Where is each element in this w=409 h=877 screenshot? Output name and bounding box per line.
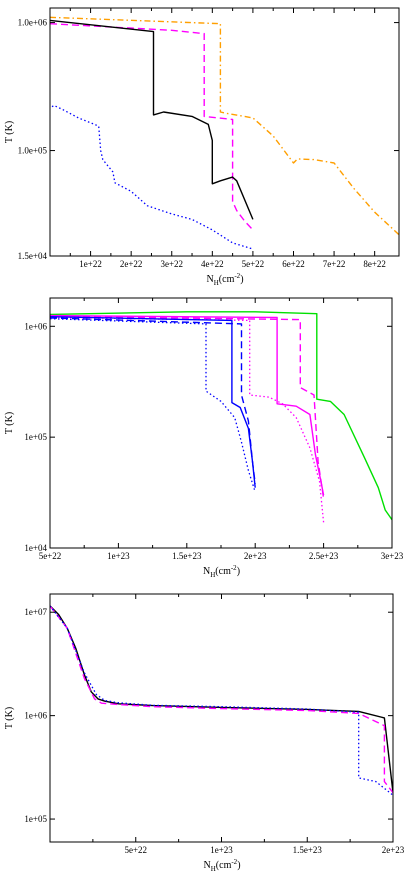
series-line-2	[50, 314, 325, 496]
x-tick-label: 6e+22	[282, 259, 305, 269]
series-line-4	[51, 104, 254, 250]
series-line-1	[50, 605, 393, 793]
series-line-1	[50, 311, 392, 521]
x-tick-label: 2e+22	[120, 259, 143, 269]
x-tick-label: 8e+22	[363, 259, 386, 269]
x-tick-label: 4e+22	[201, 259, 224, 269]
x-tick-label: 1e+22	[79, 259, 102, 269]
y-tick-label: 1e+04	[24, 543, 47, 553]
series-line-7	[50, 318, 256, 493]
x-tick-label: 2.5e+23	[309, 551, 339, 561]
y-axis-label: T (K)	[4, 121, 15, 143]
x-tick-label: 5e+22	[124, 845, 147, 855]
series-line-3	[50, 315, 325, 499]
chart-3: 5e+22 1e+23 1.5e+23 2e+23 1e+05 1e+06 1e+07 T (…	[4, 593, 405, 873]
series-line-3	[50, 19, 254, 220]
chart-1: 1e+22 2e+22 3e+22 4e+22 5e+22 6e+22 7e+22 8e+22…	[4, 7, 400, 287]
x-axis-label: NH(cm-2)	[204, 858, 241, 873]
x-tick-label: 3e+22	[160, 259, 183, 269]
plot-frame	[49, 297, 393, 549]
y-tick-label: 1e+05	[24, 814, 47, 824]
series-line-4	[50, 316, 325, 523]
plot-frame	[49, 7, 400, 257]
x-tick-label: 1e+23	[210, 845, 233, 855]
series-line-6	[50, 317, 256, 484]
plot-frame	[49, 593, 394, 843]
x-tick-label: 2e+23	[244, 551, 267, 561]
x-tick-label: 1e+23	[107, 551, 130, 561]
x-tick-label: 5e+22	[39, 551, 62, 561]
x-tick-label: 1.5e+23	[172, 551, 202, 561]
y-tick-label: 1.0e+05	[18, 146, 48, 156]
x-tick-label: 3e+23	[381, 551, 404, 561]
y-tick-label: 1.0e+06	[18, 18, 48, 28]
series-line-5	[50, 316, 256, 488]
series-line-1	[50, 16, 399, 236]
x-tick-label: 7e+22	[323, 259, 346, 269]
y-axis-label: T (K)	[4, 412, 15, 434]
x-tick-label: 1.5e+23	[293, 845, 323, 855]
series-line-2	[50, 23, 254, 231]
x-tick-label: 2e+23	[382, 845, 405, 855]
x-axis-label: NH(cm-2)	[207, 272, 244, 287]
y-axis-label: T (K)	[4, 707, 15, 729]
x-tick-label: 5e+22	[242, 259, 265, 269]
y-tick-label: 1e+07	[24, 607, 47, 617]
chart-2: 5e+22 1e+23 1.5e+23 2e+23 2.5e+23 3e+23 1e+04 1…	[4, 297, 404, 579]
y-tick-label: 1e+06	[24, 711, 47, 721]
y-tick-label: 1e+05	[24, 432, 47, 442]
series-line-2	[50, 605, 393, 794]
x-axis-label: NH(cm-2)	[203, 564, 240, 579]
y-tick-label: 1e+06	[24, 321, 47, 331]
y-tick-label: 1.5e+04	[18, 251, 48, 261]
